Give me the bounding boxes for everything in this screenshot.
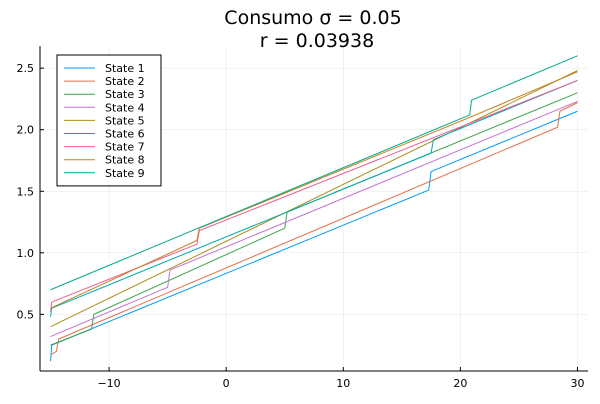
- x-tick-label-3: 20: [453, 377, 467, 390]
- legend-label-state-3: State 3: [105, 88, 145, 101]
- x-tick-label-2: 10: [336, 377, 350, 390]
- legend-label-state-4: State 4: [105, 101, 145, 114]
- y-tick-label-0: 0.5: [17, 308, 35, 321]
- y-tick-label-3: 2.0: [17, 124, 35, 137]
- x-tick-label-4: 30: [570, 377, 584, 390]
- legend-label-state-9: State 9: [105, 167, 145, 180]
- series-line-state-6: [50, 80, 578, 317]
- y-tick-label-1: 1.0: [17, 247, 35, 260]
- y-tick-label-4: 2.5: [17, 62, 35, 75]
- x-tick-label-0: −10: [97, 377, 120, 390]
- series-line-state-5: [50, 70, 578, 328]
- legend-label-state-7: State 7: [105, 141, 145, 154]
- legend-label-state-2: State 2: [105, 75, 145, 88]
- series-line-state-2: [50, 102, 578, 356]
- axes: −10 0 10 20 30 0.5 1.0 1.5 2.0 2.5: [17, 46, 588, 390]
- plot-series: [50, 55, 578, 362]
- legend-label-state-6: State 6: [105, 128, 145, 141]
- legend-label-state-1: State 1: [105, 62, 145, 75]
- chart-title: Consumo σ = 0.05: [224, 7, 401, 29]
- legend-label-state-5: State 5: [105, 114, 145, 127]
- series-line-state-9: [50, 55, 578, 291]
- chart-subtitle: r = 0.03938: [260, 30, 374, 52]
- series-line-state-4: [50, 100, 578, 337]
- x-tick-label-1: 0: [223, 377, 230, 390]
- legend-label-state-8: State 8: [105, 154, 145, 167]
- series-line-state-7: [50, 80, 578, 312]
- y-tick-label-2: 1.5: [17, 185, 35, 198]
- series-line-state-1: [50, 110, 578, 362]
